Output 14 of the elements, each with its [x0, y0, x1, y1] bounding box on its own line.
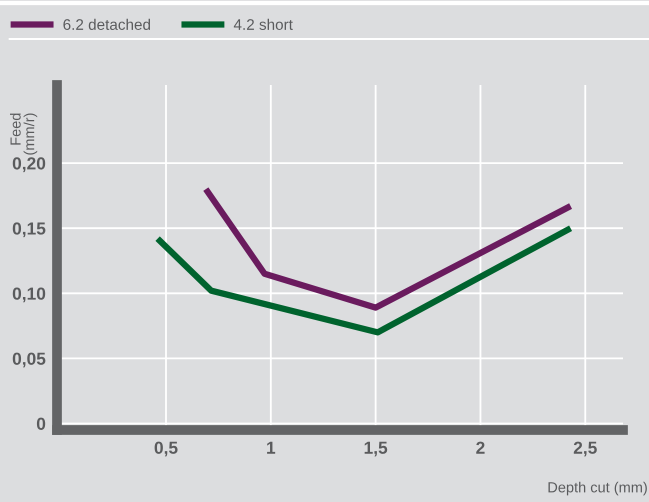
x-tick-label: 2,5 [574, 442, 597, 456]
y-axis-title: Feed (mm/r) [10, 114, 38, 155]
legend-label: 6.2 detached [63, 18, 150, 30]
y-tick-label: 0,20 [12, 157, 46, 172]
x-axis-title: Depth cut (mm) [548, 482, 647, 496]
x-tick-label: 0,5 [154, 442, 178, 456]
y-tick-label: 0,05 [12, 352, 46, 368]
y-tick-label: 0 [36, 418, 46, 430]
x-tick-label: 1,5 [364, 442, 388, 456]
y-tick-label: 0,10 [12, 287, 46, 302]
x-tick-label: 2 [476, 442, 485, 454]
y-tick-label: 0,15 [12, 222, 46, 238]
x-tick-label: 1 [267, 442, 276, 454]
legend-label: 4.2 short [234, 18, 293, 30]
